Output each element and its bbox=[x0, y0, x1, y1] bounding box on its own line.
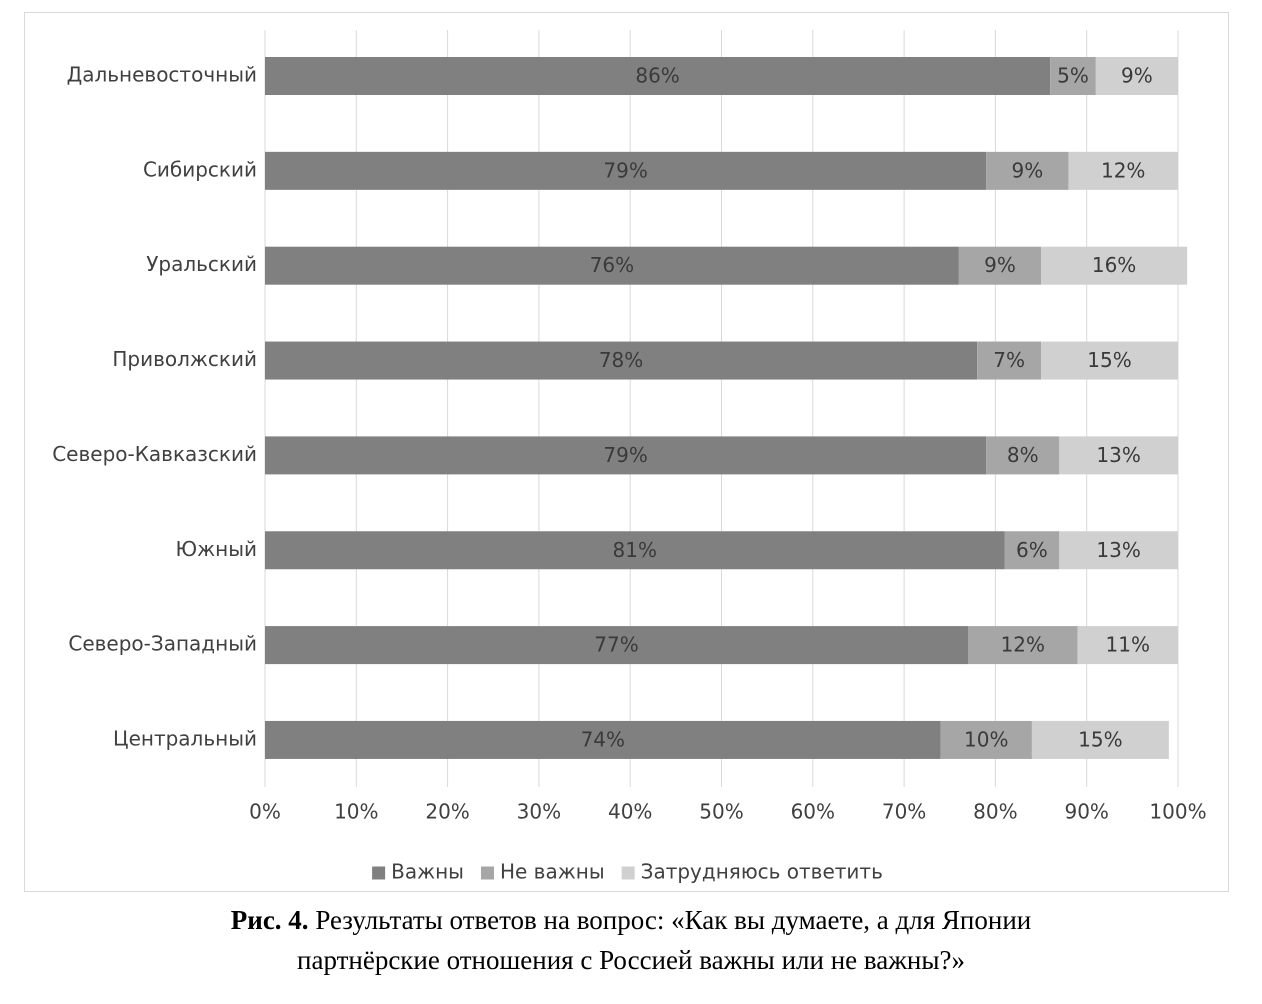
x-tick-label: 10% bbox=[334, 800, 378, 824]
data-label: 79% bbox=[603, 158, 647, 182]
bar-segment bbox=[958, 246, 1042, 285]
data-label: 77% bbox=[594, 633, 638, 657]
x-tick-label: 70% bbox=[882, 800, 926, 824]
legend-label: Не важны bbox=[500, 860, 605, 884]
bar-segment bbox=[1068, 151, 1178, 190]
data-label: 13% bbox=[1096, 538, 1140, 562]
x-tick-label: 90% bbox=[1064, 800, 1108, 824]
bar-segment bbox=[265, 531, 1005, 570]
data-label: 9% bbox=[1121, 64, 1153, 88]
category-label: Южный bbox=[176, 537, 257, 561]
legend-swatch bbox=[480, 866, 494, 880]
data-label: 78% bbox=[599, 348, 643, 372]
bar-segment bbox=[1050, 57, 1096, 95]
bars bbox=[265, 57, 1188, 759]
data-label: 15% bbox=[1078, 727, 1122, 751]
bar-segment bbox=[1077, 626, 1178, 665]
x-tick-label: 50% bbox=[699, 800, 743, 824]
data-label: 9% bbox=[1011, 158, 1043, 182]
data-label: 5% bbox=[1057, 64, 1089, 88]
bar-segment bbox=[1041, 246, 1188, 285]
category-label: Дальневосточный bbox=[67, 63, 257, 87]
caption-text-1: Результаты ответов на вопрос: «Как вы ду… bbox=[308, 905, 1032, 935]
data-label: 79% bbox=[603, 443, 647, 467]
bar-segment bbox=[1095, 57, 1178, 95]
bar-segment bbox=[1041, 341, 1178, 380]
caption-line-1: Рис. 4. Результаты ответов на вопрос: «К… bbox=[0, 900, 1262, 940]
data-label: 86% bbox=[635, 64, 679, 88]
bar-segment bbox=[265, 246, 959, 285]
data-label: 16% bbox=[1092, 253, 1136, 277]
caption-prefix: Рис. 4. bbox=[230, 905, 309, 935]
legend-label: Затрудняюсь ответить bbox=[641, 860, 883, 884]
x-tick-label: 0% bbox=[249, 800, 281, 824]
x-tick-label: 40% bbox=[608, 800, 652, 824]
bar-segment bbox=[986, 436, 1060, 475]
x-tick-label: 20% bbox=[425, 800, 469, 824]
bar-segment bbox=[265, 341, 978, 380]
bar-segment bbox=[1059, 436, 1178, 475]
bar-segment bbox=[265, 57, 1051, 95]
category-labels: Дальневосточный Сибирский Уральский Приволж… bbox=[52, 63, 257, 751]
data-label: 74% bbox=[581, 727, 625, 751]
bar-segment bbox=[986, 151, 1069, 190]
category-label: Сибирский bbox=[143, 157, 257, 181]
legend-swatch bbox=[621, 866, 635, 880]
category-label: Центральный bbox=[113, 726, 257, 750]
legend-swatch bbox=[372, 866, 386, 880]
data-label: 11% bbox=[1106, 633, 1150, 657]
data-label: 6% bbox=[1016, 538, 1048, 562]
category-label: Приволжский bbox=[112, 347, 257, 371]
caption-line-2: партнёрские отношения с Россией важны ил… bbox=[297, 945, 965, 975]
bar-segment bbox=[1031, 720, 1169, 759]
bar-segment bbox=[977, 341, 1042, 380]
x-tick-label: 80% bbox=[973, 800, 1017, 824]
bar-segment bbox=[265, 436, 987, 475]
data-labels: 86% 5% 9% 79% 9% 12% 76% 9% 16% 78% 7% 15% 79% 8% 13% 8… bbox=[581, 64, 1153, 752]
bar-segment bbox=[265, 720, 941, 759]
chart-frame: 86% 5% 9% 79% 9% 12% 76% 9% 16% 78% 7% 15% 79% 8% 13% 8… bbox=[24, 12, 1229, 892]
data-label: 7% bbox=[993, 348, 1025, 372]
legend: Важны Не важны Затрудняюсь ответить bbox=[372, 860, 883, 884]
bar-segment bbox=[1004, 531, 1060, 570]
x-tick-label: 30% bbox=[517, 800, 561, 824]
data-label: 81% bbox=[613, 538, 657, 562]
stacked-bar-chart: 86% 5% 9% 79% 9% 12% 76% 9% 16% 78% 7% 15% 79% 8% 13% 8… bbox=[52, 30, 1207, 884]
data-label: 8% bbox=[1007, 443, 1039, 467]
data-label: 12% bbox=[1001, 633, 1045, 657]
data-label: 9% bbox=[984, 253, 1016, 277]
figure-caption: Рис. 4. Результаты ответов на вопрос: «К… bbox=[0, 900, 1262, 980]
data-label: 12% bbox=[1101, 158, 1145, 182]
x-axis-ticks: 0% 10% 20% 30% 40% 50% 60% 70% 80% 90% 100% bbox=[249, 800, 1206, 824]
bar-segment bbox=[265, 151, 987, 190]
bar-segment bbox=[940, 720, 1032, 759]
data-label: 10% bbox=[964, 727, 1008, 751]
category-label: Северо-Западный bbox=[68, 632, 257, 656]
grid-lines bbox=[264, 30, 1179, 787]
bar-segment bbox=[265, 626, 969, 665]
legend-label: Важны bbox=[391, 860, 464, 884]
data-label: 76% bbox=[590, 253, 634, 277]
category-label: Уральский bbox=[146, 252, 257, 276]
category-label: Северо-Кавказский bbox=[52, 442, 257, 466]
x-tick-label: 60% bbox=[791, 800, 835, 824]
bar-segment bbox=[968, 626, 1078, 665]
x-tick-label: 100% bbox=[1149, 800, 1206, 824]
data-label: 13% bbox=[1096, 443, 1140, 467]
bar-segment bbox=[1059, 531, 1178, 570]
data-label: 15% bbox=[1087, 348, 1131, 372]
